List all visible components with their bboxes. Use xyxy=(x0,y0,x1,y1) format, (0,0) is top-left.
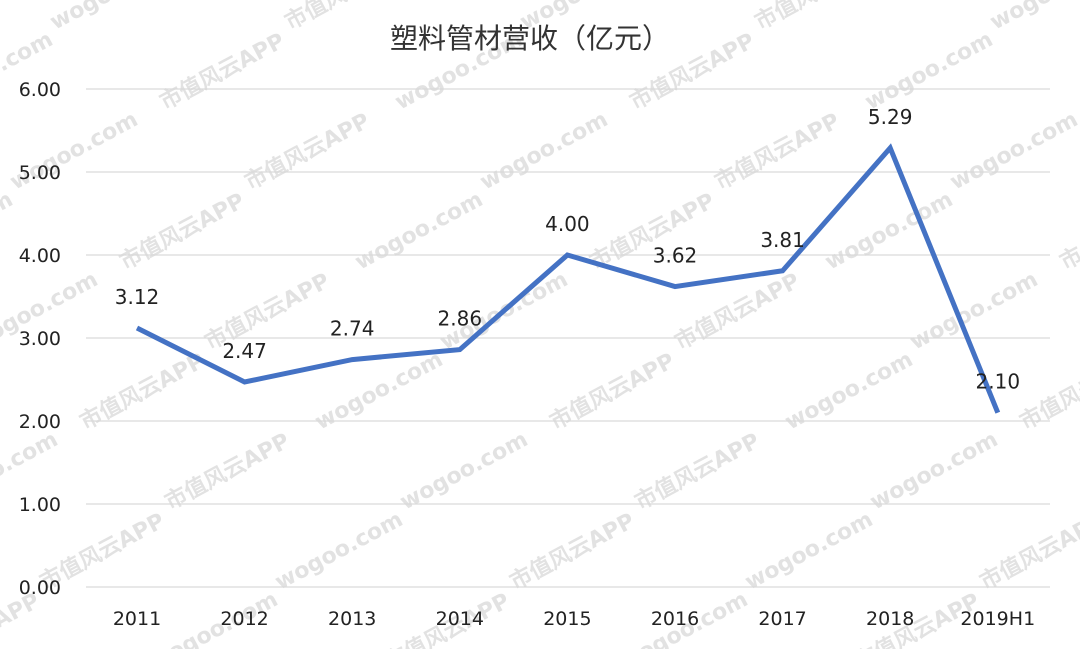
watermark-text: wogoo.com xyxy=(906,267,1042,355)
watermark-text: wogoo.com xyxy=(861,27,997,115)
data-label: 3.12 xyxy=(115,285,160,309)
watermark-text: wogoo.com xyxy=(986,0,1080,35)
x-tick-label: 2012 xyxy=(220,608,268,630)
watermark-text: wogoo.com xyxy=(311,347,447,435)
watermark-text: 市值风云APP xyxy=(546,348,679,435)
watermark-text: wogoo.com xyxy=(0,187,17,275)
x-tick-label: 2015 xyxy=(543,608,591,630)
watermark-text: wogoo.com xyxy=(0,27,57,115)
watermark-text: 市值风云APP xyxy=(671,268,804,355)
watermark-text: 市值风云APP xyxy=(116,188,249,275)
watermark-text: 市值风云APP xyxy=(76,348,209,435)
data-label: 2.47 xyxy=(222,339,267,363)
x-tick-label: 2014 xyxy=(436,608,484,630)
y-tick-label: 6.00 xyxy=(19,79,61,101)
y-tick-label: 5.00 xyxy=(19,162,61,184)
y-tick-label: 3.00 xyxy=(19,328,61,350)
watermark-text: 市值风云APP xyxy=(241,108,374,195)
watermark-text: 市值风云APP xyxy=(1056,188,1080,275)
watermark-text: wogoo.com xyxy=(476,107,612,195)
watermark-text: 市值风云APP xyxy=(976,508,1080,595)
data-label: 3.62 xyxy=(653,244,698,268)
watermark-text: 市值风云APP xyxy=(711,108,844,195)
y-tick-label: 0.00 xyxy=(19,577,61,599)
x-tick-label: 2019H1 xyxy=(960,608,1035,630)
watermark-text: 市值风云APP xyxy=(751,0,884,35)
y-tick-label: 4.00 xyxy=(19,245,61,267)
y-tick-label: 1.00 xyxy=(19,494,61,516)
x-tick-label: 2018 xyxy=(866,608,914,630)
x-tick-label: 2011 xyxy=(113,608,161,630)
watermark-text: 市值风云APP xyxy=(156,28,289,115)
x-tick-label: 2016 xyxy=(651,608,699,630)
watermark-text: 市值风云APP xyxy=(506,508,639,595)
x-tick-label: 2017 xyxy=(758,608,806,630)
watermark-text: 市值风云APP xyxy=(161,428,294,515)
watermark-text: wogoo.com xyxy=(396,427,532,515)
watermark-text: wogoo.com xyxy=(271,507,407,595)
watermark-text: wogoo.com xyxy=(46,0,182,35)
chart-title: 塑料管材营收（亿元） xyxy=(390,22,670,55)
watermark-text: wogoo.com xyxy=(866,427,1002,515)
watermark-text: wogoo.com xyxy=(946,107,1080,195)
watermark-text: wogoo.com xyxy=(351,187,487,275)
watermark-text: 市值风云APP xyxy=(201,268,334,355)
watermark-text: 市值风云APP xyxy=(631,428,764,515)
watermark-text: wogoo.com xyxy=(781,347,917,435)
y-tick-label: 2.00 xyxy=(19,411,61,433)
data-label: 2.86 xyxy=(438,307,483,331)
data-label: 3.81 xyxy=(760,228,805,252)
x-tick-label: 2013 xyxy=(328,608,376,630)
data-label: 4.00 xyxy=(545,212,590,236)
data-label: 2.10 xyxy=(976,370,1021,394)
watermark-text: wogoo.com xyxy=(741,507,877,595)
data-label: 2.74 xyxy=(330,317,375,341)
data-label: 5.29 xyxy=(868,105,913,129)
watermark-text: 市值风云APP xyxy=(1016,348,1080,435)
